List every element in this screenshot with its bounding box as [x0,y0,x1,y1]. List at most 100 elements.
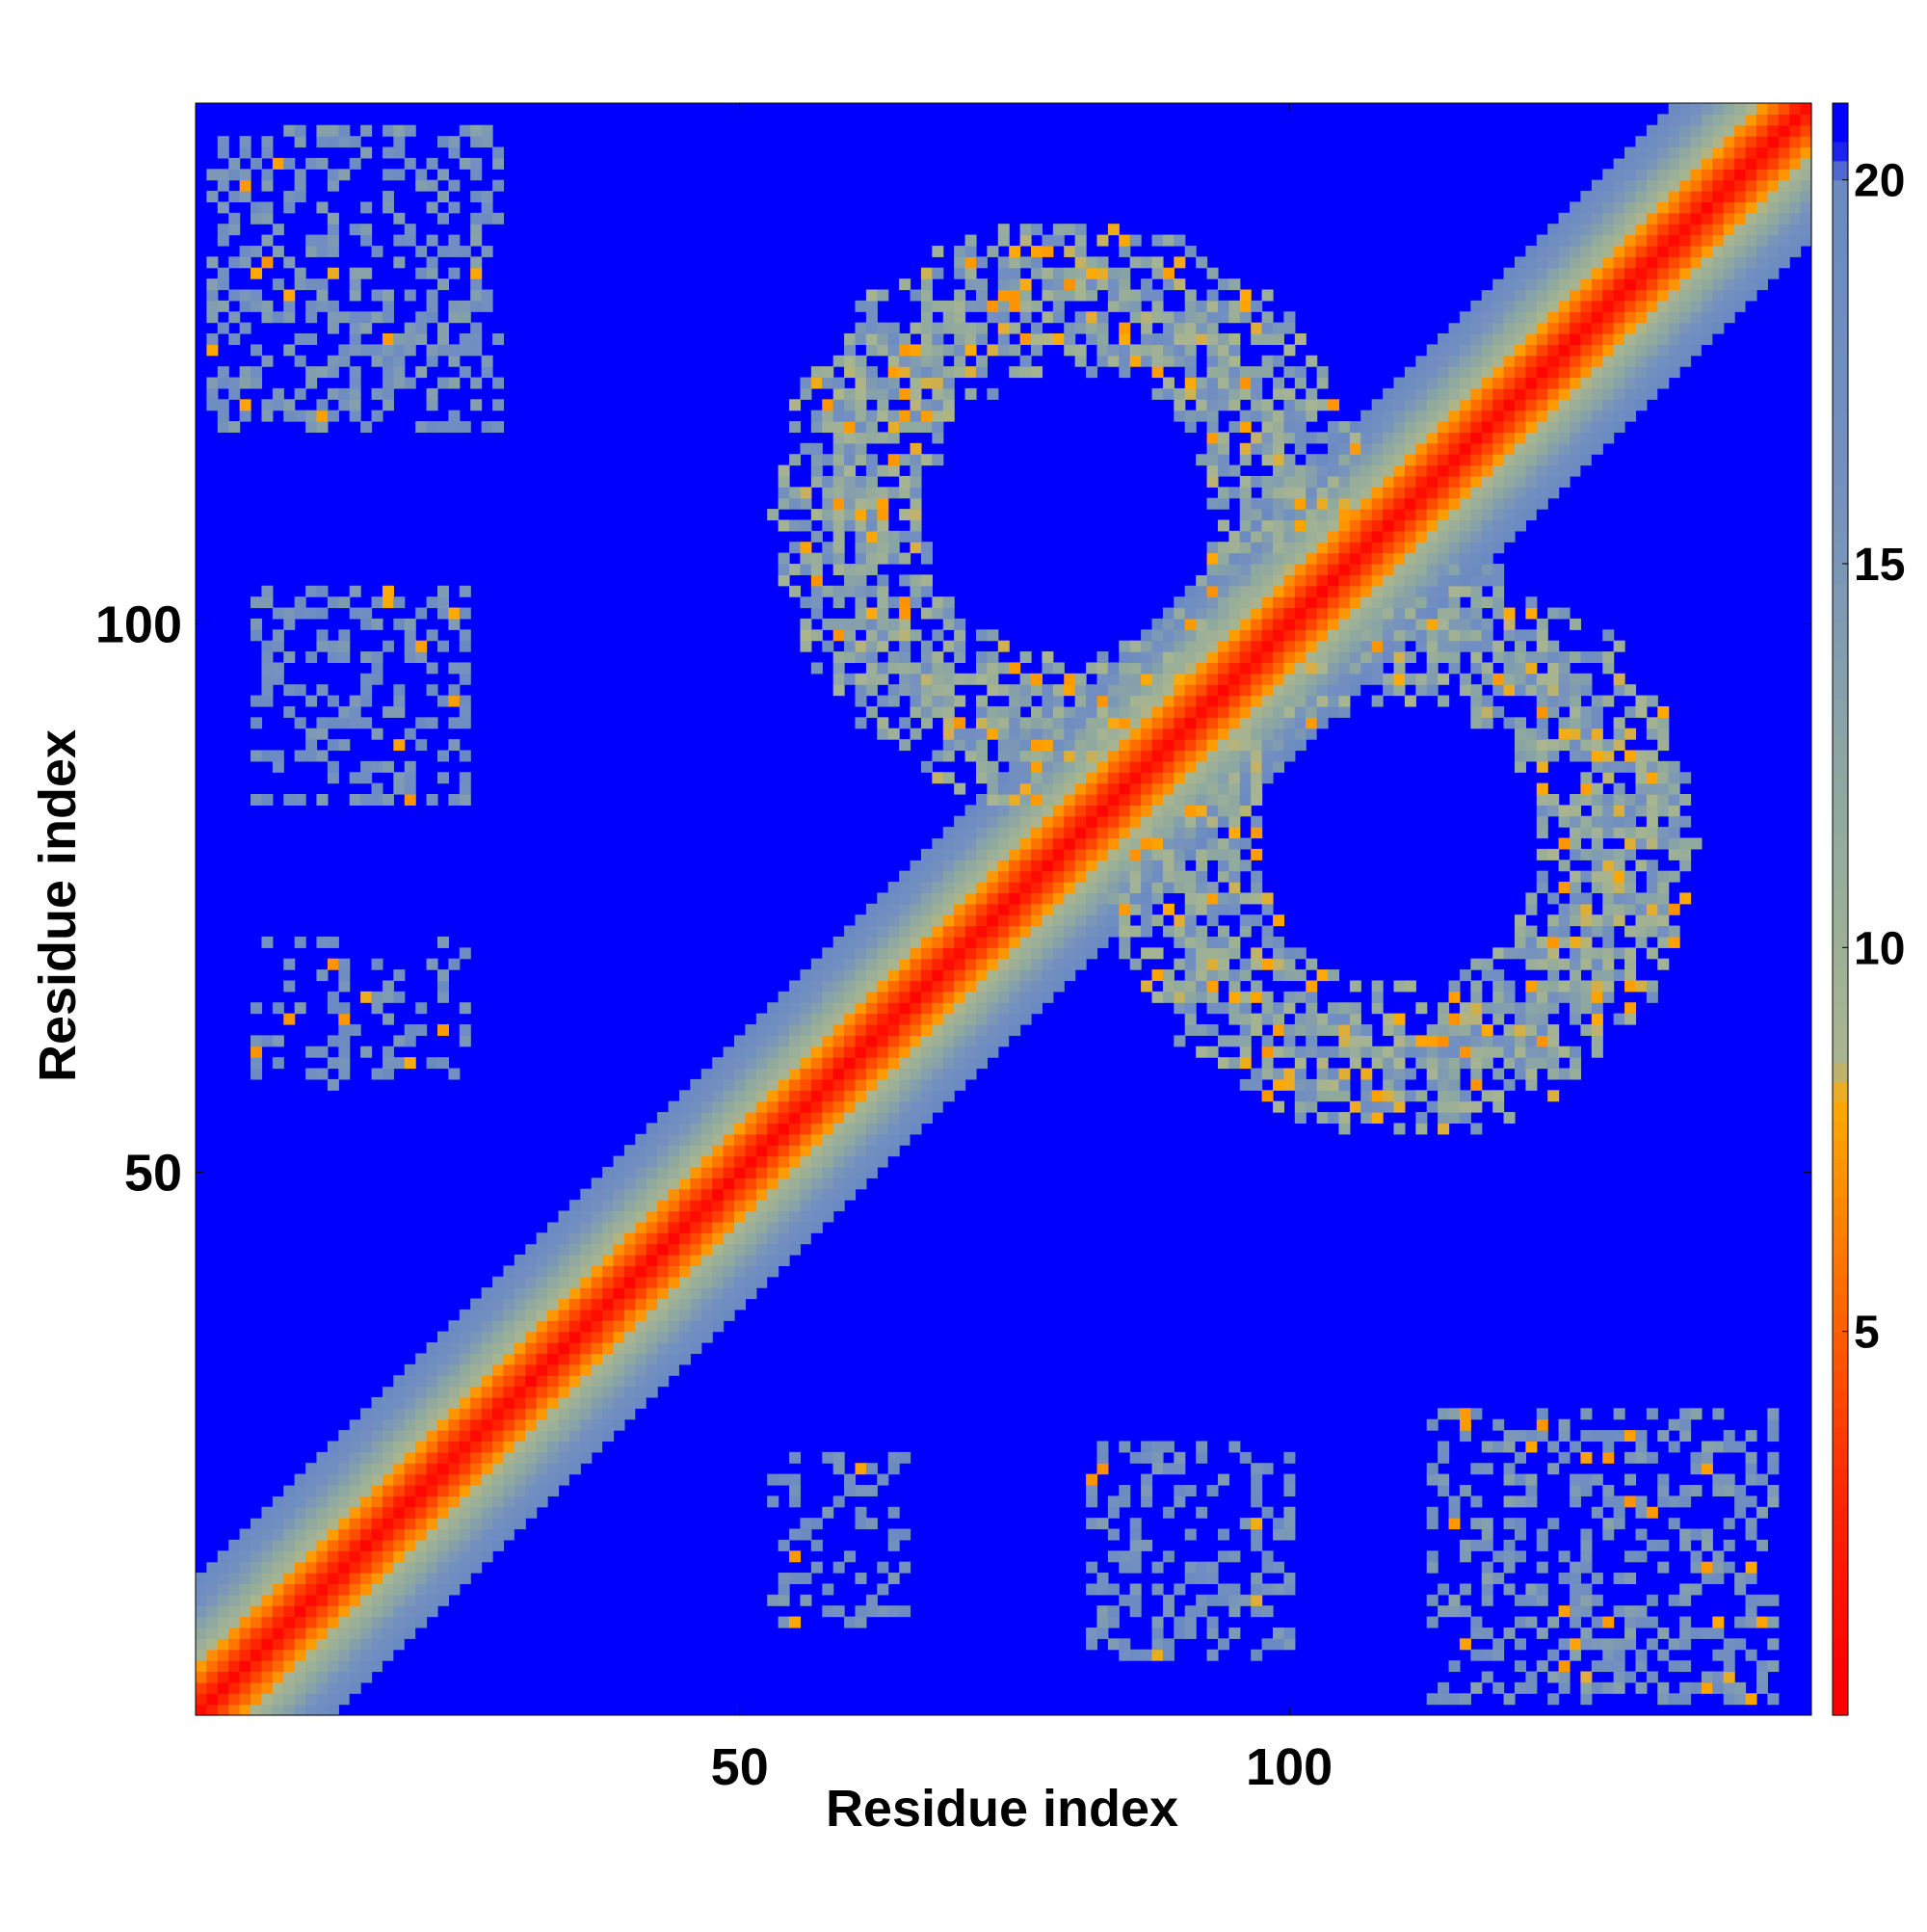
heatmap-cell [470,278,483,291]
heatmap-cell [789,1550,802,1563]
heatmap-cell [668,1123,680,1135]
heatmap-cell [1448,1506,1461,1519]
heatmap-cell [623,1166,636,1178]
heatmap-cell [1239,673,1252,685]
heatmap-cell [920,377,933,389]
heatmap-cell [932,980,944,992]
heatmap-cell [1383,1068,1395,1080]
heatmap-cell [1141,980,1153,992]
heatmap-cell [1338,1045,1351,1058]
heatmap-cell [1052,969,1065,982]
heatmap-cell [349,794,361,806]
heatmap-cell [755,1210,768,1223]
heatmap-cell [1328,399,1340,411]
heatmap-cell [1316,585,1329,597]
heatmap-cell [404,1485,416,1496]
heatmap-cell [261,1518,274,1530]
heatmap-cell [899,739,911,752]
heatmap-cell [1086,1518,1098,1530]
heatmap-cell [426,1451,438,1464]
heatmap-cell [1438,629,1450,642]
heatmap-cell [1206,760,1219,773]
heatmap-cell [822,1451,834,1464]
heatmap-cell [964,673,977,685]
heatmap-cell [997,224,1010,236]
heatmap-cell [1162,311,1175,324]
heatmap-cell [602,1210,615,1223]
heatmap-cell [932,1002,944,1015]
heatmap-cell [426,1386,438,1398]
heatmap-cell [1383,509,1395,521]
heatmap-cell [954,311,966,324]
heatmap-cell [470,157,483,170]
heatmap-cell [448,1386,461,1398]
heatmap-cell [954,1024,966,1036]
heatmap-cell [1042,958,1054,970]
heatmap-cell [1096,870,1109,883]
heatmap-cell [822,1057,834,1070]
heatmap-cell [1107,278,1120,291]
heatmap-cell [887,1078,900,1091]
heatmap-cell [987,1024,999,1036]
heatmap-cell [316,1518,329,1530]
heatmap-cell [382,1660,394,1673]
heatmap-cell [1184,750,1197,762]
heatmap-cell [910,1133,922,1146]
heatmap-cell [448,245,461,257]
heatmap-cell [1174,596,1186,609]
heatmap-cell [942,377,955,389]
heatmap-cell [536,1386,548,1398]
heatmap-cell [987,936,999,948]
heatmap-cell [1251,497,1263,510]
heatmap-cell [810,1068,823,1080]
heatmap-cell [393,1386,406,1398]
heatmap-cell [1074,278,1087,291]
heatmap-cell [294,607,306,620]
heatmap-cell [1009,684,1021,697]
heatmap-cell [404,1616,416,1628]
heatmap-cell [196,1649,208,1661]
heatmap-cell [964,903,977,915]
heatmap-cell [536,1396,548,1409]
heatmap-cell [997,827,1010,839]
heatmap-cell [558,1463,570,1475]
heatmap-cell [932,936,944,948]
heatmap-cell [1052,805,1065,817]
heatmap-cell [1031,848,1043,860]
heatmap-cell [613,1255,625,1266]
heatmap-cell [745,1276,757,1288]
heatmap-cell [887,1539,900,1551]
heatmap-cell [436,1495,449,1508]
heatmap-cell [492,1298,505,1310]
heatmap-cell [832,410,845,422]
heatmap-cell [877,410,889,422]
heatmap-cell [1492,1681,1505,1694]
heatmap-cell [514,1255,526,1266]
heatmap-cell [734,1298,747,1310]
heatmap-cell [899,1605,911,1618]
heatmap-cell [1438,464,1450,477]
heatmap-cell [690,1287,702,1300]
heatmap-cell [920,1090,933,1102]
heatmap-cell [448,1441,461,1453]
heatmap-cell [1349,618,1361,630]
heatmap-cell [1009,837,1021,850]
heatmap-cell [251,201,263,214]
heatmap-cell [745,1188,757,1201]
heatmap-cell [745,1287,757,1300]
heatmap-cell [1107,1638,1120,1651]
heatmap-cell [1492,1573,1505,1585]
heatmap-cell [767,1232,779,1245]
heatmap-cell [1217,497,1229,510]
heatmap-cell [404,629,416,642]
heatmap-cell [887,432,900,444]
heatmap-cell [327,300,339,312]
heatmap-cell [865,991,878,1003]
heatmap-cell [382,1605,394,1618]
heatmap-cell [1119,1485,1131,1496]
heatmap-cell [525,1287,538,1300]
heatmap-cell [767,1112,779,1125]
heatmap-cell [1316,542,1329,554]
heatmap-cell [1019,234,1032,247]
heatmap-cell [1273,487,1285,499]
